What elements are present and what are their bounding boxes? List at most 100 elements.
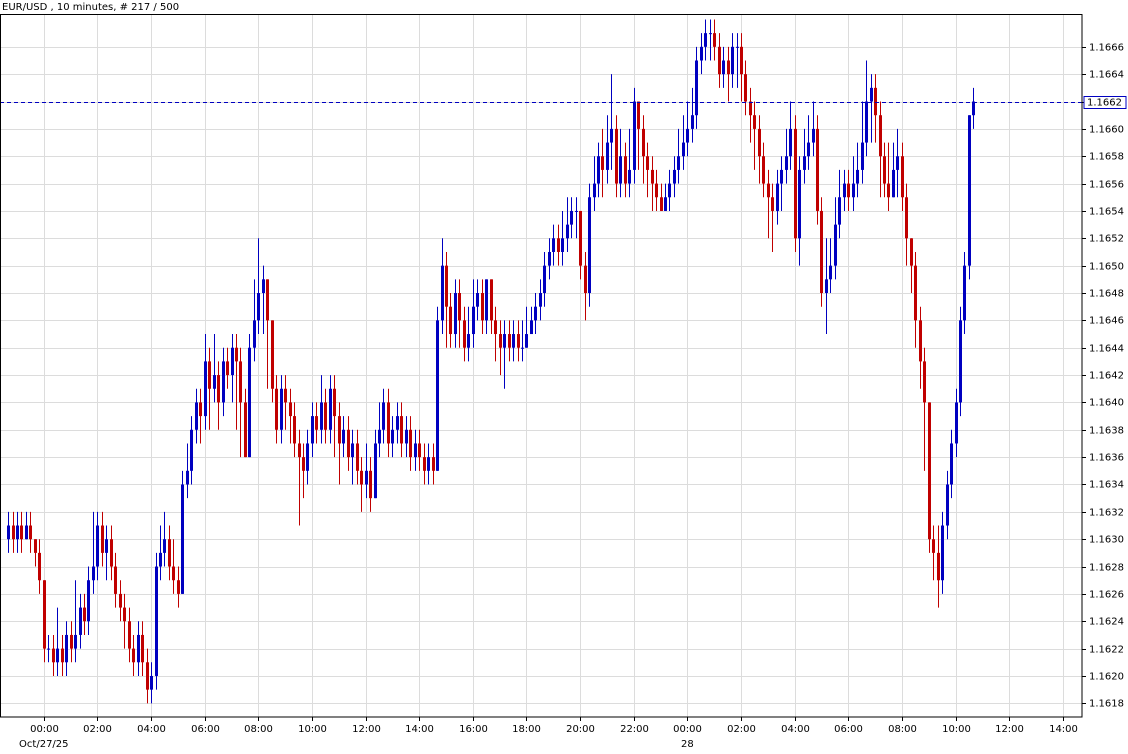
candle-body xyxy=(566,224,569,239)
candle-body xyxy=(843,183,846,198)
candle-body xyxy=(16,525,19,540)
candle-body xyxy=(110,539,113,567)
candle-body xyxy=(226,361,229,376)
candle-body xyxy=(955,402,958,444)
y-tick-label: 1.1664 xyxy=(1089,70,1124,81)
x-tick-label: 08:00 xyxy=(244,724,273,735)
candle-body xyxy=(709,33,712,35)
candle-body xyxy=(141,634,144,663)
y-tick-label: 1.1644 xyxy=(1089,344,1124,355)
x-tick-label: 08:00 xyxy=(888,724,917,735)
candle-body xyxy=(740,46,743,75)
candle-body xyxy=(812,128,815,143)
date-label: 28 xyxy=(681,739,694,750)
candle-body xyxy=(593,183,596,198)
candle-body xyxy=(718,46,721,75)
candle-body xyxy=(879,115,882,157)
candle-body xyxy=(584,265,587,294)
candle-body xyxy=(168,539,171,567)
y-tick-label: 1.1654 xyxy=(1089,207,1124,218)
candle-body xyxy=(722,60,725,75)
candle-body xyxy=(503,334,506,348)
candle-body xyxy=(972,101,975,116)
candle-body xyxy=(887,183,890,198)
candle-body xyxy=(512,334,515,348)
candle-body xyxy=(588,197,591,294)
candle-body xyxy=(950,443,953,485)
candle-body xyxy=(356,443,359,471)
candle-body xyxy=(847,183,850,198)
y-tick-label: 1.1628 xyxy=(1089,563,1124,574)
candle-body xyxy=(181,484,184,594)
candle-body xyxy=(771,197,774,211)
candle-body xyxy=(932,539,935,553)
candle-body xyxy=(807,142,810,157)
candle-body xyxy=(47,648,50,650)
candle-body xyxy=(499,334,502,348)
candle-body xyxy=(347,429,350,458)
y-tick-label: 1.1622 xyxy=(1089,645,1124,656)
y-tick-label: 1.1658 xyxy=(1089,152,1124,163)
candle-body xyxy=(378,429,381,444)
y-tick-label: 1.1666 xyxy=(1089,43,1124,54)
candle-body xyxy=(892,169,895,198)
x-tick-label: 02:00 xyxy=(727,724,756,735)
candle-body xyxy=(56,648,59,663)
candle-body xyxy=(762,156,765,184)
y-tick-label: 1.1660 xyxy=(1089,125,1124,136)
candle-body xyxy=(284,388,287,403)
candle-body xyxy=(539,293,542,307)
y-tick-label: 1.1638 xyxy=(1089,426,1124,437)
candle-body xyxy=(700,46,703,61)
candle-body xyxy=(248,347,251,458)
candle-body xyxy=(74,634,77,649)
candle-body xyxy=(798,169,801,239)
candle-body xyxy=(271,320,274,389)
candle-body xyxy=(651,169,654,184)
candle-body xyxy=(418,443,421,458)
candle-body xyxy=(387,402,390,444)
candle-body xyxy=(628,169,631,184)
candle-body xyxy=(713,33,716,47)
candle-body xyxy=(883,156,886,184)
candle-body xyxy=(400,416,403,444)
candle-body xyxy=(409,429,412,458)
candle-body xyxy=(838,197,841,225)
candle-body xyxy=(646,156,649,170)
candle-body xyxy=(7,525,10,540)
candle-body xyxy=(525,334,528,348)
candle-body xyxy=(803,156,806,170)
candle-body xyxy=(776,183,779,211)
y-tick-label: 1.1656 xyxy=(1089,180,1124,191)
candle-body xyxy=(52,648,55,663)
candle-body xyxy=(861,142,864,170)
candle-body xyxy=(190,429,193,471)
x-tick-label: 14:00 xyxy=(1049,724,1078,735)
candle-body xyxy=(865,101,868,143)
x-tick-label: 02:00 xyxy=(83,724,112,735)
candle-body xyxy=(794,128,797,239)
candle-body xyxy=(905,197,908,239)
candle-body xyxy=(266,279,269,321)
candle-body xyxy=(606,142,609,170)
candle-body xyxy=(727,60,730,75)
candle-body xyxy=(365,470,368,485)
x-tick-label: 22:00 xyxy=(620,724,649,735)
x-tick-label: 14:00 xyxy=(405,724,434,735)
candle-body xyxy=(570,210,573,225)
x-tick-label: 04:00 xyxy=(781,724,810,735)
candle-body xyxy=(146,662,149,690)
candle-body xyxy=(615,128,618,184)
x-tick-label: 10:00 xyxy=(298,724,327,735)
candle-body xyxy=(789,128,792,157)
candle-body xyxy=(923,361,926,403)
y-tick-label: 1.1646 xyxy=(1089,316,1124,327)
candle-body xyxy=(275,388,278,430)
candle-body xyxy=(579,210,582,266)
candle-body xyxy=(834,224,837,266)
candle-body xyxy=(481,293,484,321)
candles xyxy=(0,19,1082,704)
candle-body xyxy=(458,293,461,321)
candle-body xyxy=(329,388,332,430)
candle-body xyxy=(293,416,296,444)
